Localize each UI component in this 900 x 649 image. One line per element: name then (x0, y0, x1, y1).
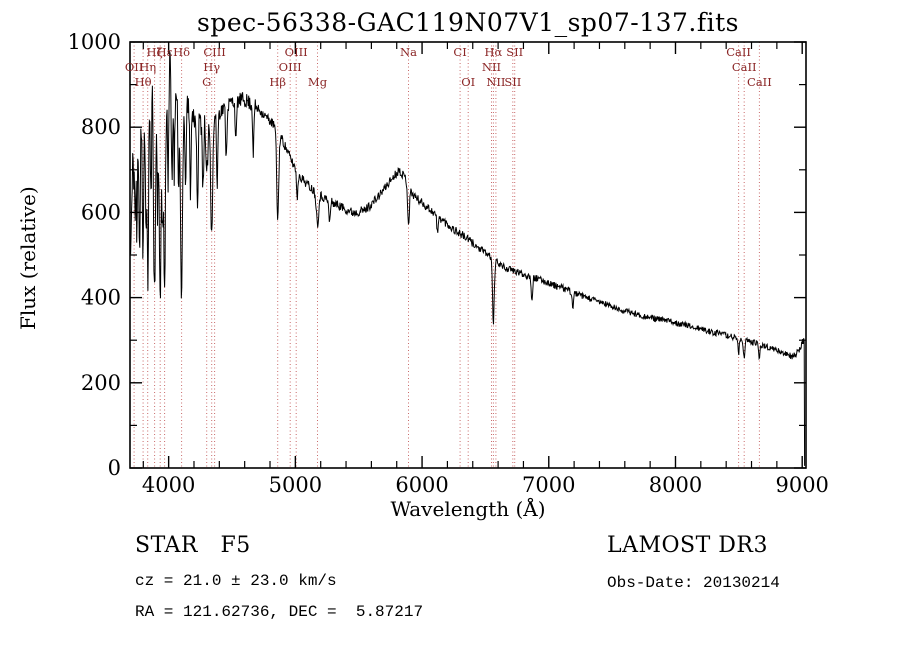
svg-text:200: 200 (81, 371, 121, 395)
svg-text:400: 400 (81, 286, 121, 310)
svg-text:4000: 4000 (142, 473, 195, 497)
svg-text:Hζ: Hζ (146, 45, 162, 59)
classification-text: STAR F5 (135, 533, 251, 558)
svg-text:800: 800 (81, 115, 121, 139)
svg-text:OII: OII (125, 60, 144, 74)
svg-text:SII: SII (506, 45, 523, 59)
redshift-velocity-text: cz = 21.0 ± 23.0 km/s (135, 572, 337, 590)
svg-text:6000: 6000 (395, 473, 448, 497)
svg-text:CIII: CIII (203, 45, 225, 59)
x-axis-label: Wavelength (Å) (390, 497, 546, 521)
svg-text:5000: 5000 (269, 473, 322, 497)
obs-date-text: Obs-Date: 20130214 (607, 574, 780, 592)
svg-text:0: 0 (108, 456, 121, 480)
svg-text:CI: CI (453, 45, 466, 59)
svg-text:Mg: Mg (308, 75, 328, 89)
survey-release-text: LAMOST DR3 (607, 533, 768, 558)
svg-text:G: G (202, 75, 211, 89)
svg-text:7000: 7000 (522, 473, 575, 497)
svg-text:9000: 9000 (775, 473, 828, 497)
svg-text:Hθ: Hθ (135, 75, 152, 89)
plot-title: spec-56338-GAC119N07V1_sp07-137.fits (197, 8, 739, 37)
svg-text:Hδ: Hδ (173, 45, 190, 59)
ra-dec-text: RA = 121.62736, DEC = 5.87217 (135, 603, 424, 621)
svg-text:Hβ: Hβ (269, 75, 286, 89)
svg-text:Hη: Hη (139, 60, 156, 74)
svg-text:CaII: CaII (747, 75, 772, 89)
svg-text:CaII: CaII (732, 60, 757, 74)
svg-text:600: 600 (81, 200, 121, 224)
svg-text:OIII: OIII (285, 45, 308, 59)
svg-text:NII: NII (486, 75, 505, 89)
svg-text:Hε: Hε (157, 45, 173, 59)
svg-text:8000: 8000 (649, 473, 702, 497)
svg-text:1000: 1000 (68, 30, 121, 54)
svg-text:SII: SII (504, 75, 521, 89)
svg-text:Hα: Hα (485, 45, 503, 59)
svg-text:Hγ: Hγ (203, 60, 220, 74)
svg-text:NII: NII (482, 60, 501, 74)
svg-text:OIII: OIII (279, 60, 302, 74)
svg-text:CaII: CaII (726, 45, 751, 59)
svg-text:OI: OI (461, 75, 475, 89)
svg-text:Na: Na (400, 45, 417, 59)
